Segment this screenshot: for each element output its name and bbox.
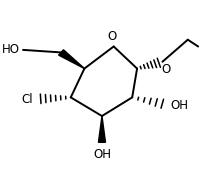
Polygon shape	[98, 116, 105, 142]
Text: OH: OH	[93, 148, 111, 161]
Text: O: O	[107, 30, 116, 43]
Text: Cl: Cl	[21, 93, 33, 106]
Text: HO: HO	[2, 43, 20, 56]
Text: OH: OH	[171, 99, 189, 112]
Text: O: O	[161, 63, 170, 76]
Polygon shape	[59, 50, 84, 69]
